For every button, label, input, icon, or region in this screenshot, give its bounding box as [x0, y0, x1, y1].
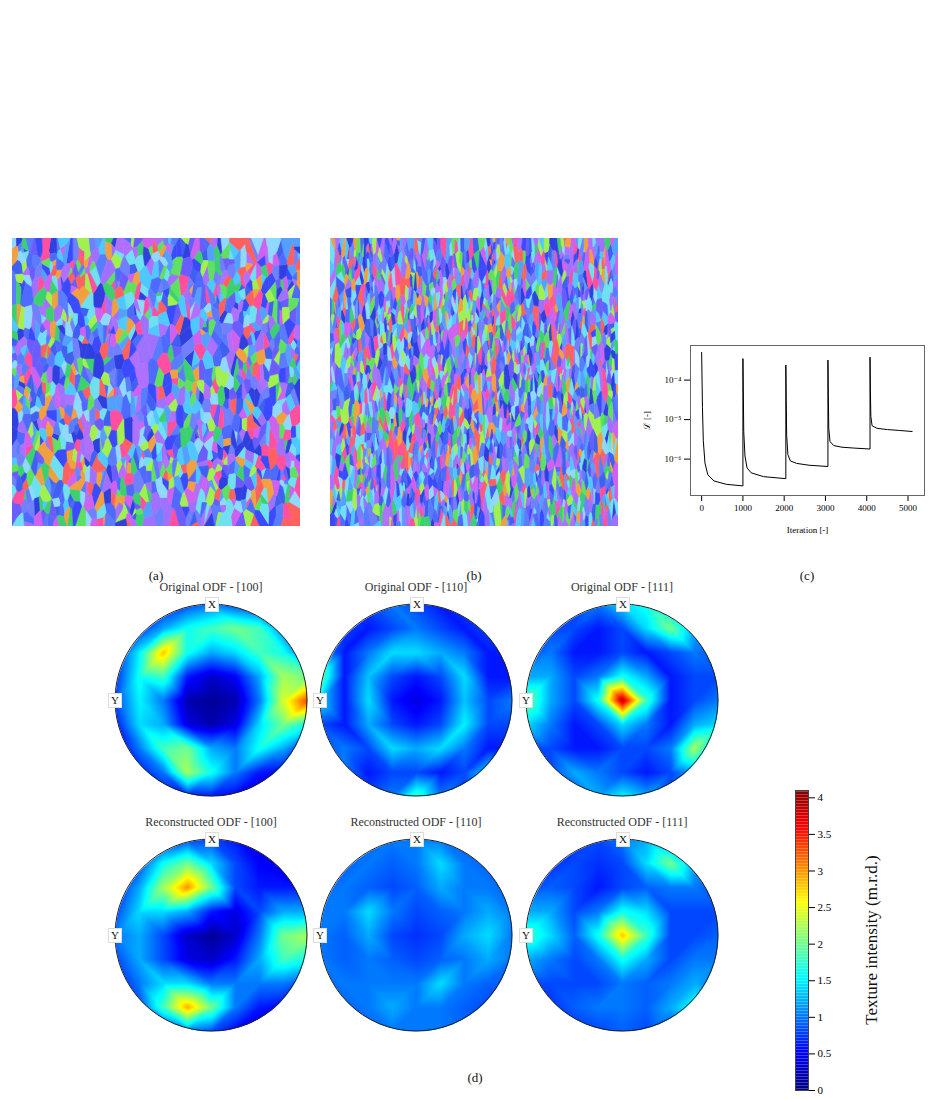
- svg-text:1: 1: [818, 1011, 824, 1023]
- html-text:Texture intensity (m.r.d.): Texture intensity (m.r.d.): [862, 855, 881, 1025]
- html-text:Original ODF - [111]: Original ODF - [111]: [571, 580, 673, 594]
- html-text:(a): (a): [148, 568, 164, 583]
- svg-text:4000: 4000: [858, 503, 877, 513]
- html-text:Reconstructed ODF - [100]: Reconstructed ODF - [100]: [145, 815, 277, 829]
- svg-text:3000: 3000: [816, 503, 835, 513]
- html-text:Y: Y: [522, 929, 530, 941]
- svg-text:0: 0: [699, 503, 704, 513]
- html-text:Reconstructed ODF - [110]: Reconstructed ODF - [110]: [350, 815, 482, 829]
- svg-text:3.5: 3.5: [818, 828, 832, 840]
- html-text:Original ODF - [100]: Original ODF - [100]: [159, 580, 263, 594]
- html-text:Y: Y: [111, 694, 119, 706]
- svg-text:Iteration [-]: Iteration [-]: [787, 525, 829, 535]
- html-text:Y: Y: [316, 929, 324, 941]
- html-text:Y: Y: [522, 694, 530, 706]
- svg-text:1.5: 1.5: [818, 974, 832, 986]
- html-text:X: X: [619, 833, 627, 845]
- svg-text:1000: 1000: [734, 503, 753, 513]
- html-text:X: X: [413, 833, 421, 845]
- svg-text:2.5: 2.5: [818, 901, 832, 913]
- svg-text:10⁻⁴: 10⁻⁴: [665, 375, 682, 385]
- html-text:Reconstructed ODF - [111]: Reconstructed ODF - [111]: [556, 815, 688, 829]
- html-text:(c): (c): [799, 568, 815, 583]
- html-text:X: X: [208, 833, 216, 845]
- svg-text:4: 4: [818, 791, 824, 803]
- html-text:X: X: [208, 598, 216, 610]
- svg-text:0: 0: [818, 1084, 824, 1096]
- svg-text:0.5: 0.5: [818, 1047, 832, 1059]
- svg-text:10⁻⁶: 10⁻⁶: [665, 454, 682, 464]
- svg-text:5000: 5000: [899, 503, 918, 513]
- svg-text:10⁻⁵: 10⁻⁵: [665, 414, 682, 424]
- html-text:Y: Y: [111, 929, 119, 941]
- html-text:X: X: [413, 598, 421, 610]
- svg-text:3: 3: [818, 865, 824, 877]
- html-text:Y: Y: [316, 694, 324, 706]
- html-text:X: X: [619, 598, 627, 610]
- html-text:(b): (b): [466, 568, 482, 583]
- svg-text:ℒ [-]: ℒ [-]: [642, 411, 652, 430]
- html-text:Original ODF - [110]: Original ODF - [110]: [364, 580, 468, 594]
- html-text:(d): (d): [467, 1070, 483, 1085]
- svg-text:2: 2: [818, 938, 824, 950]
- svg-text:2000: 2000: [775, 503, 794, 513]
